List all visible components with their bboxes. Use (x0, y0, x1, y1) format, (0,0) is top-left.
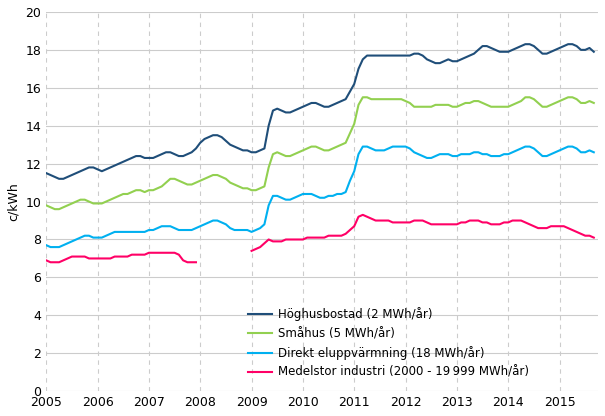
Småhus (5 MWh/år) (590, 101, 597, 106)
Medelstor industri (2000 - 19 999 MWh/år) (192, 260, 200, 265)
Direkt eluppvärmning (18 MWh/år) (590, 150, 597, 155)
Småhus (5 MWh/år) (376, 97, 384, 102)
Medelstor industri (2000 - 19 999 MWh/år) (42, 258, 50, 263)
Höghusbostad (2 MWh/år) (530, 44, 537, 49)
Småhus (5 MWh/år) (197, 178, 204, 183)
Småhus (5 MWh/år) (73, 199, 80, 204)
Line: Direkt eluppvärmning (18 MWh/år): Direkt eluppvärmning (18 MWh/år) (46, 146, 594, 247)
Direkt eluppvärmning (18 MWh/år) (197, 224, 204, 229)
Småhus (5 MWh/år) (483, 102, 491, 107)
Höghusbostad (2 MWh/år) (197, 140, 204, 145)
Y-axis label: c/kWh: c/kWh (7, 182, 20, 221)
Småhus (5 MWh/år) (333, 144, 341, 149)
Medelstor industri (2000 - 19 999 MWh/år) (479, 220, 486, 225)
Medelstor industri (2000 - 19 999 MWh/år) (68, 254, 76, 259)
Medelstor industri (2000 - 19 999 MWh/år) (590, 235, 597, 240)
Direkt eluppvärmning (18 MWh/år) (530, 146, 537, 151)
Småhus (5 MWh/år) (359, 95, 367, 100)
Höghusbostad (2 MWh/år) (522, 42, 529, 47)
Direkt eluppvärmning (18 MWh/år) (73, 237, 80, 242)
Direkt eluppvärmning (18 MWh/år) (333, 191, 341, 196)
Småhus (5 MWh/år) (42, 203, 50, 208)
Line: Medelstor industri (2000 - 19 999 MWh/år): Medelstor industri (2000 - 19 999 MWh/år… (46, 215, 594, 262)
Höghusbostad (2 MWh/år) (590, 49, 597, 54)
Line: Småhus (5 MWh/år): Småhus (5 MWh/år) (46, 97, 594, 209)
Direkt eluppvärmning (18 MWh/år) (483, 152, 491, 157)
Höghusbostad (2 MWh/år) (73, 171, 80, 176)
Legend: Höghusbostad (2 MWh/år), Småhus (5 MWh/år), Direkt eluppvärmning (18 MWh/år), Me: Höghusbostad (2 MWh/år), Småhus (5 MWh/å… (243, 302, 534, 384)
Medelstor industri (2000 - 19 999 MWh/år) (333, 233, 341, 238)
Medelstor industri (2000 - 19 999 MWh/år) (372, 218, 379, 223)
Höghusbostad (2 MWh/år) (372, 53, 379, 58)
Direkt eluppvärmning (18 MWh/år) (47, 245, 54, 250)
Direkt eluppvärmning (18 MWh/år) (42, 243, 50, 248)
Medelstor industri (2000 - 19 999 MWh/år) (526, 222, 533, 227)
Småhus (5 MWh/år) (530, 97, 537, 102)
Småhus (5 MWh/år) (51, 207, 59, 212)
Höghusbostad (2 MWh/år) (333, 101, 341, 106)
Höghusbostad (2 MWh/år) (56, 176, 63, 181)
Direkt eluppvärmning (18 MWh/år) (376, 148, 384, 153)
Line: Höghusbostad (2 MWh/år): Höghusbostad (2 MWh/år) (46, 44, 594, 179)
Höghusbostad (2 MWh/år) (479, 44, 486, 49)
Höghusbostad (2 MWh/år) (42, 171, 50, 176)
Direkt eluppvärmning (18 MWh/år) (359, 144, 367, 149)
